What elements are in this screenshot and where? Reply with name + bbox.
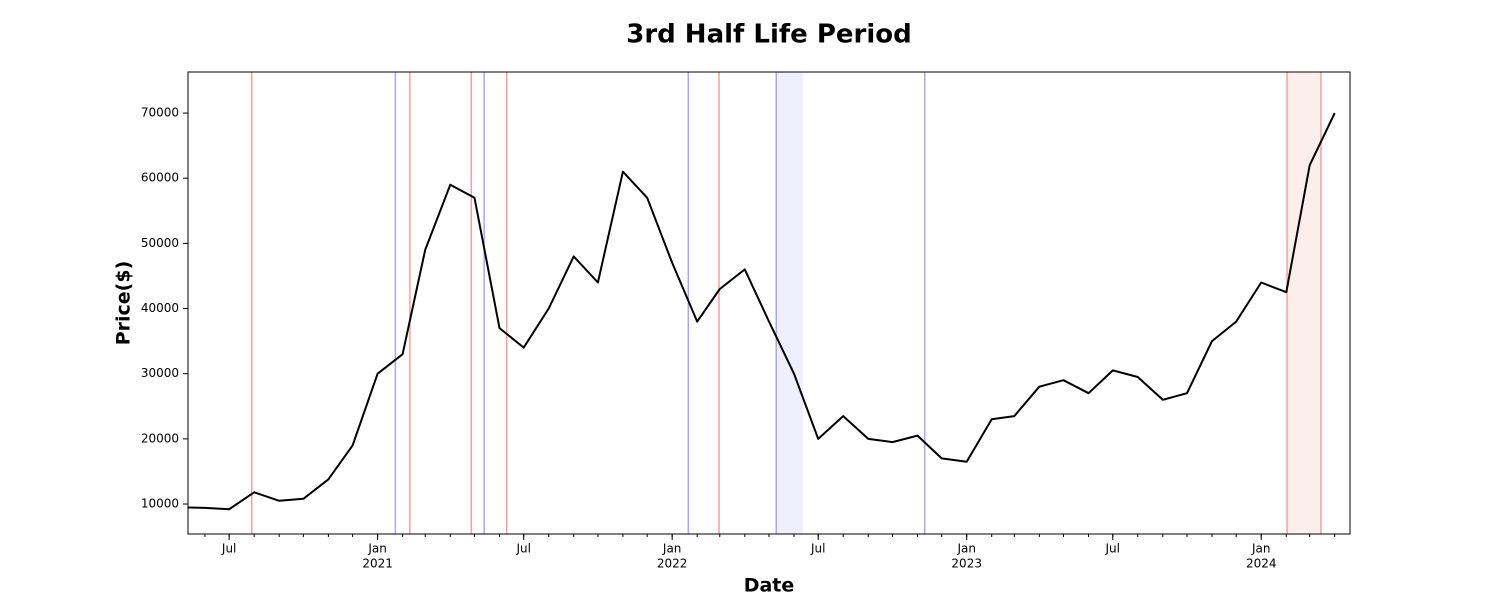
x-tick-year: 2022 [657,557,688,571]
x-tick-label: Jan [1251,542,1271,556]
y-tick-label: 10000 [141,497,179,511]
price-line [188,112,1336,511]
y-tick-label: 20000 [141,431,179,445]
x-tick-year: 2021 [362,557,393,571]
plot-frame [187,71,1351,535]
x-tick-label: Jan [662,542,682,556]
y-tick-label: 50000 [141,236,179,250]
chart-title: 3rd Half Life Period [626,20,912,50]
x-tick-label: Jul [515,542,530,556]
y-tick-label: 70000 [141,106,179,120]
highlight-span [776,72,803,534]
x-tick-label: Jul [810,542,825,556]
x-tick-year: 2023 [951,557,982,571]
y-axis-label: Price($) [113,261,135,346]
x-tick-label: Jul [221,542,236,556]
y-tick-label: 30000 [141,366,179,380]
y-tick-label: 60000 [141,171,179,185]
x-tick-label: Jan [956,542,976,556]
plot-area [188,72,1336,534]
x-tick-label: Jul [1105,542,1120,556]
y-tick-label: 40000 [141,301,179,315]
x-tick-year: 2024 [1246,557,1277,571]
highlight-span [1287,72,1321,534]
x-axis-label: Date [744,575,795,597]
x-tick-label: Jan [367,542,387,556]
